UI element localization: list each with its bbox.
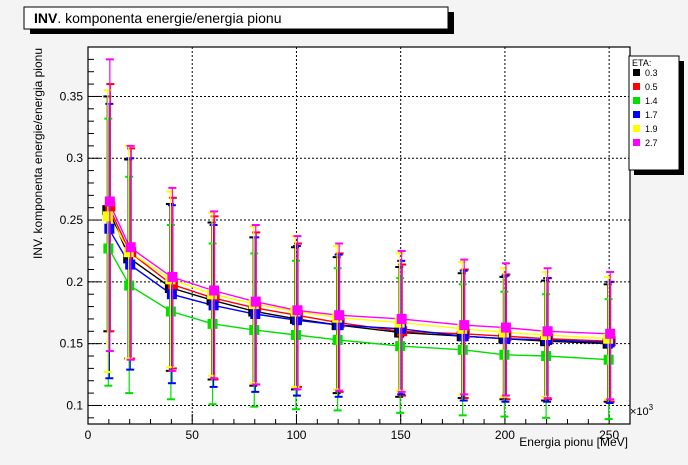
axes: 0 50 100 150 200 250 0.1 0.15 0.2 0.25 0.3 0.35 [60,46,631,442]
x-tick-label-0: 0 [85,428,92,442]
chart-title-rest: . komponenta energie/energia pionu [57,10,281,26]
marker-5-2 [167,271,178,282]
y-tick-label-5: 0.35 [60,89,84,103]
marker-5-0 [104,196,115,207]
series-errorbars [102,58,616,421]
y-tick-label-3: 0.25 [60,213,84,227]
legend-swatch-3 [633,111,640,118]
marker-5-3 [209,285,220,296]
legend-title: ETA: [632,58,651,68]
series-line-5 [108,201,610,335]
x-tick-label-2: 100 [286,428,306,442]
marker-5-11 [605,328,616,339]
series-line-3 [108,228,610,344]
x-axis-exponent-base: ×10 [630,406,649,418]
x-axis-label: Energia pionu [MeV] [519,435,628,449]
legend-label-2: 1.4 [645,96,658,106]
marker-5-8 [459,320,470,331]
series-line-4 [108,215,610,340]
legend-label-0: 0.3 [645,68,658,78]
series-line-2 [108,248,610,361]
marker-5-1 [125,242,136,253]
legend-items: 0.3 0.5 1.4 1.7 1.9 2.7 [633,68,658,148]
x-tick-label-5: 250 [599,428,619,442]
x-tick-label-4: 200 [495,428,515,442]
legend-swatch-0 [633,69,640,76]
legend-label-4: 1.9 [645,124,658,134]
legend-swatch-2 [633,97,640,104]
y-tick-label-4: 0.3 [66,151,83,165]
marker-5-6 [334,310,345,321]
marker-4-0 [102,211,113,222]
y-tick-label-0: 0.1 [66,398,83,412]
legend-swatch-1 [633,83,640,90]
legend-swatch-4 [633,125,640,132]
x-axis-exponent-power: 3 [649,403,654,412]
marker-5-9 [500,322,511,333]
series-curves [108,201,610,361]
legend-label-5: 2.7 [645,138,658,148]
y-tick-label-2: 0.2 [66,275,83,289]
marker-5-7 [396,313,407,324]
title-box [23,6,449,30]
chart-title: INV. komponenta energie/energia pionu [34,10,282,26]
plot-frame [87,46,631,425]
x-tick-label-1: 50 [186,428,200,442]
y-axis-label: INV. komponenta energie/energia pionu [31,48,45,259]
legend-label-1: 0.5 [645,82,658,92]
x-axis-exponent: ×103 [630,403,654,418]
legend-swatch-5 [633,139,640,146]
series-line-1 [108,206,610,342]
marker-5-4 [250,296,261,307]
marker-5-5 [292,305,303,316]
y-tick-label-1: 0.15 [60,337,84,351]
legend-label-3: 1.7 [645,110,658,120]
chart-title-bold: INV [34,10,58,26]
marker-5-10 [542,326,553,337]
x-tick-label-3: 150 [391,428,411,442]
